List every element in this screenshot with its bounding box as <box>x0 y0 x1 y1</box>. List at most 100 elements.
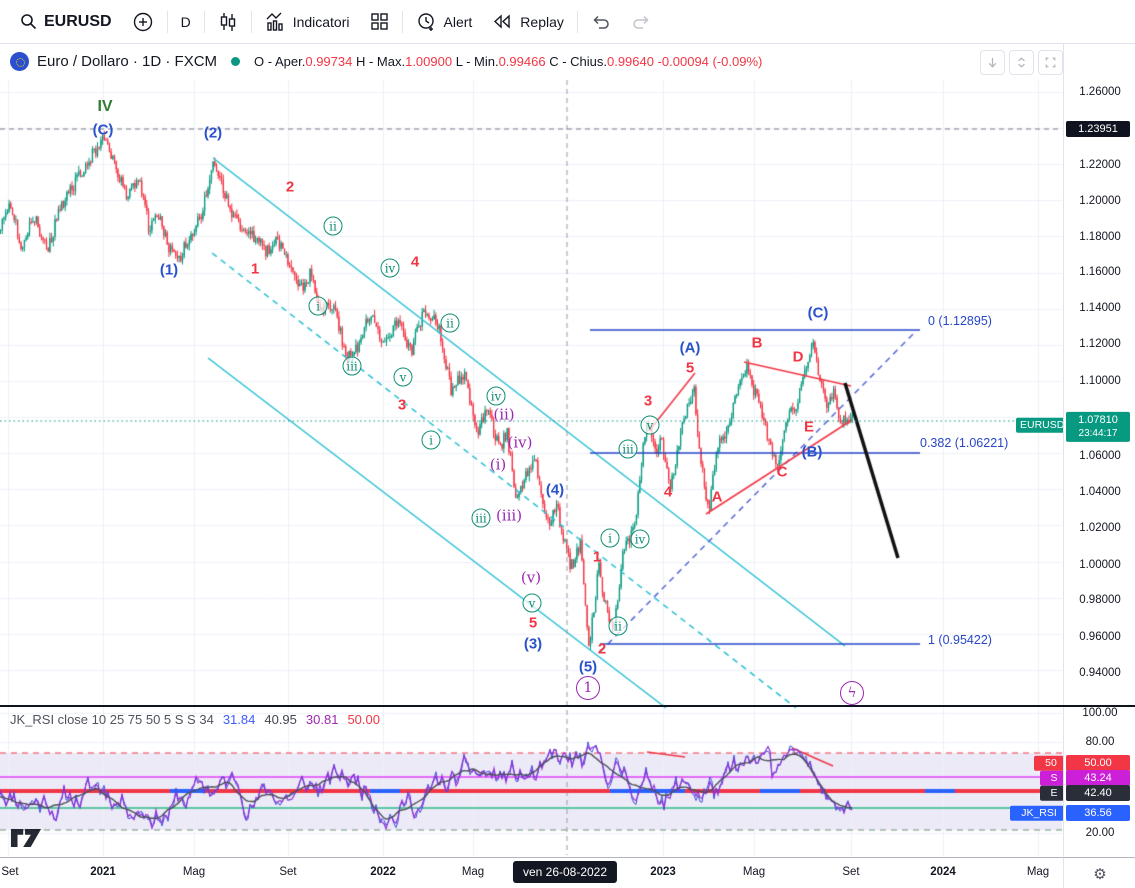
time-axis-tick: 2023 <box>650 866 676 878</box>
wave-label[interactable]: A <box>711 488 723 506</box>
gear-icon[interactable]: ⚙ <box>1093 864 1107 883</box>
plus-circle-icon <box>132 11 154 33</box>
wave-label[interactable]: v <box>640 415 660 435</box>
wave-label[interactable]: (B) <box>801 443 823 461</box>
wave-label[interactable]: IV <box>97 98 113 115</box>
ohlc-part: L - Min. <box>452 54 499 69</box>
wave-label[interactable]: iv <box>486 386 506 406</box>
wave-label[interactable]: 2 <box>285 178 295 196</box>
indicator-value-badge: 42.40 <box>1066 785 1130 801</box>
tradingview-logo[interactable] <box>10 828 42 848</box>
wave-label[interactable]: i <box>421 430 441 450</box>
wave-label[interactable]: (2) <box>203 124 223 142</box>
time-axis[interactable]: ven 26-08-2022 Set 2021 Mag Set 2022 Mag 2023 M… <box>0 857 1063 888</box>
wave-label[interactable]: 1 <box>592 548 602 566</box>
maximize-pane-button[interactable] <box>1038 50 1063 75</box>
symbol-price-tag: EURUSD <box>1016 417 1068 433</box>
wave-label[interactable]: (C) <box>807 304 829 322</box>
indicator-line-tag: S <box>1040 770 1068 786</box>
wave-label[interactable]: (3) <box>523 635 543 653</box>
layout-templates-button[interactable] <box>360 6 399 38</box>
fib-level-label[interactable]: 0.382 (1.06221) <box>920 435 1009 450</box>
fib-level-label[interactable]: 1 (0.95422) <box>928 632 992 647</box>
wave-label[interactable]: iv <box>630 529 650 549</box>
wave-label[interactable]: (iii) <box>495 506 523 525</box>
indicator-value: 40.95 <box>264 712 297 727</box>
candlestick-style-icon <box>218 12 238 32</box>
ohlc-part: 0.99734 <box>305 54 353 69</box>
price-axis-tick: 100.00 <box>1082 707 1118 719</box>
wave-label[interactable]: 2 <box>597 640 607 658</box>
price-axis-tick: 1.06000 <box>1079 450 1121 462</box>
indicator-value-badge: 43.24 <box>1066 770 1130 786</box>
replay-button[interactable]: Replay <box>482 6 574 38</box>
wave-label[interactable]: ii <box>608 616 628 636</box>
compare-add-button[interactable] <box>122 6 164 38</box>
undo-button[interactable] <box>581 6 621 38</box>
indicator-value-badge: 36.56 <box>1066 805 1130 821</box>
wave-label[interactable]: (1) <box>159 261 179 279</box>
wave-label[interactable]: E <box>803 418 815 436</box>
wave-label[interactable]: 4 <box>663 483 673 501</box>
wave-label[interactable]: ii <box>440 313 460 333</box>
time-axis-tick: Set <box>842 866 860 878</box>
rewind-icon <box>492 11 513 32</box>
wave-label[interactable]: iii <box>618 439 638 459</box>
wave-label[interactable]: B <box>751 334 763 352</box>
replay-label: Replay <box>520 13 564 30</box>
symbol-logo-icon <box>10 52 29 71</box>
wave-label[interactable]: (C) <box>92 121 114 139</box>
wave-label[interactable]: (i) <box>489 455 507 474</box>
wave-label[interactable]: v <box>393 367 413 387</box>
time-axis-tick: Set <box>1 866 19 878</box>
redo-button[interactable] <box>621 6 661 38</box>
pane-divider[interactable] <box>0 705 1135 707</box>
collapse-pane-button[interactable] <box>1009 50 1034 75</box>
chart-style-button[interactable] <box>208 6 248 38</box>
time-axis-tick: 2024 <box>930 866 956 878</box>
wave-label[interactable]: C <box>776 463 788 481</box>
symbol-search-button[interactable]: EURUSD <box>10 6 122 38</box>
indicators-button[interactable]: Indicatori <box>255 6 360 38</box>
fib-level-label[interactable]: 0 (1.12895) <box>928 313 992 328</box>
wave-label[interactable]: (4) <box>545 481 565 499</box>
time-axis-tick: Set <box>279 866 297 878</box>
price-axis-tick: 1.20000 <box>1079 195 1121 207</box>
wave-label[interactable]: iii <box>342 356 362 376</box>
time-axis-tick: 2021 <box>90 866 116 878</box>
price-axis-tick: 1.02000 <box>1079 522 1121 534</box>
wave-label[interactable]: ii <box>323 216 343 236</box>
ohlc-part: 1.00900 <box>405 54 453 69</box>
wave-label[interactable]: ϟ <box>840 681 864 705</box>
indicator-value: 50.00 <box>347 712 380 727</box>
price-axis-tick: 1.00000 <box>1079 559 1121 571</box>
time-axis-tick: Mag <box>742 866 766 878</box>
symbol-title[interactable]: Euro / Dollaro · 1D · FXCM <box>37 53 218 70</box>
wave-label[interactable]: 1 <box>576 676 600 700</box>
wave-label[interactable]: 5 <box>685 359 695 377</box>
wave-label[interactable]: iii <box>471 508 491 528</box>
wave-label[interactable]: i <box>600 528 620 548</box>
wave-label[interactable]: D <box>792 348 804 366</box>
wave-label[interactable]: v <box>522 593 542 613</box>
wave-label[interactable]: (iv) <box>507 433 533 452</box>
wave-label[interactable]: (ii) <box>493 405 515 424</box>
price-chart-canvas[interactable] <box>0 44 1063 857</box>
chart-pane[interactable]: IV (C) (2) (1) (4) (3) (5) (A) (B) (C) 1 2 3 4 5 1 2 3 4 5 A… <box>0 44 1123 857</box>
symbol-search-label: EURUSD <box>44 12 112 30</box>
wave-label[interactable]: i <box>308 296 328 316</box>
timeframe-button[interactable]: D <box>171 6 201 38</box>
wave-label[interactable]: iv <box>380 258 400 278</box>
wave-label[interactable]: (A) <box>679 339 701 357</box>
scroll-down-button[interactable] <box>980 50 1005 75</box>
wave-label[interactable]: 1 <box>250 260 260 278</box>
wave-label[interactable]: 5 <box>528 614 538 632</box>
wave-label[interactable]: 3 <box>643 392 653 410</box>
price-axis[interactable]: 1.26000 1.22000 1.20000 1.18000 1.16000 1.140… <box>1063 44 1135 857</box>
wave-label[interactable]: (5) <box>578 658 598 676</box>
wave-label[interactable]: 3 <box>397 396 407 414</box>
indicator-header[interactable]: JK_RSI close 10 25 75 50 5 S S 34 31.84 40… <box>10 712 380 727</box>
alert-button[interactable]: Alert <box>406 6 483 38</box>
wave-label[interactable]: 4 <box>410 253 420 271</box>
wave-label[interactable]: (v) <box>520 568 542 587</box>
